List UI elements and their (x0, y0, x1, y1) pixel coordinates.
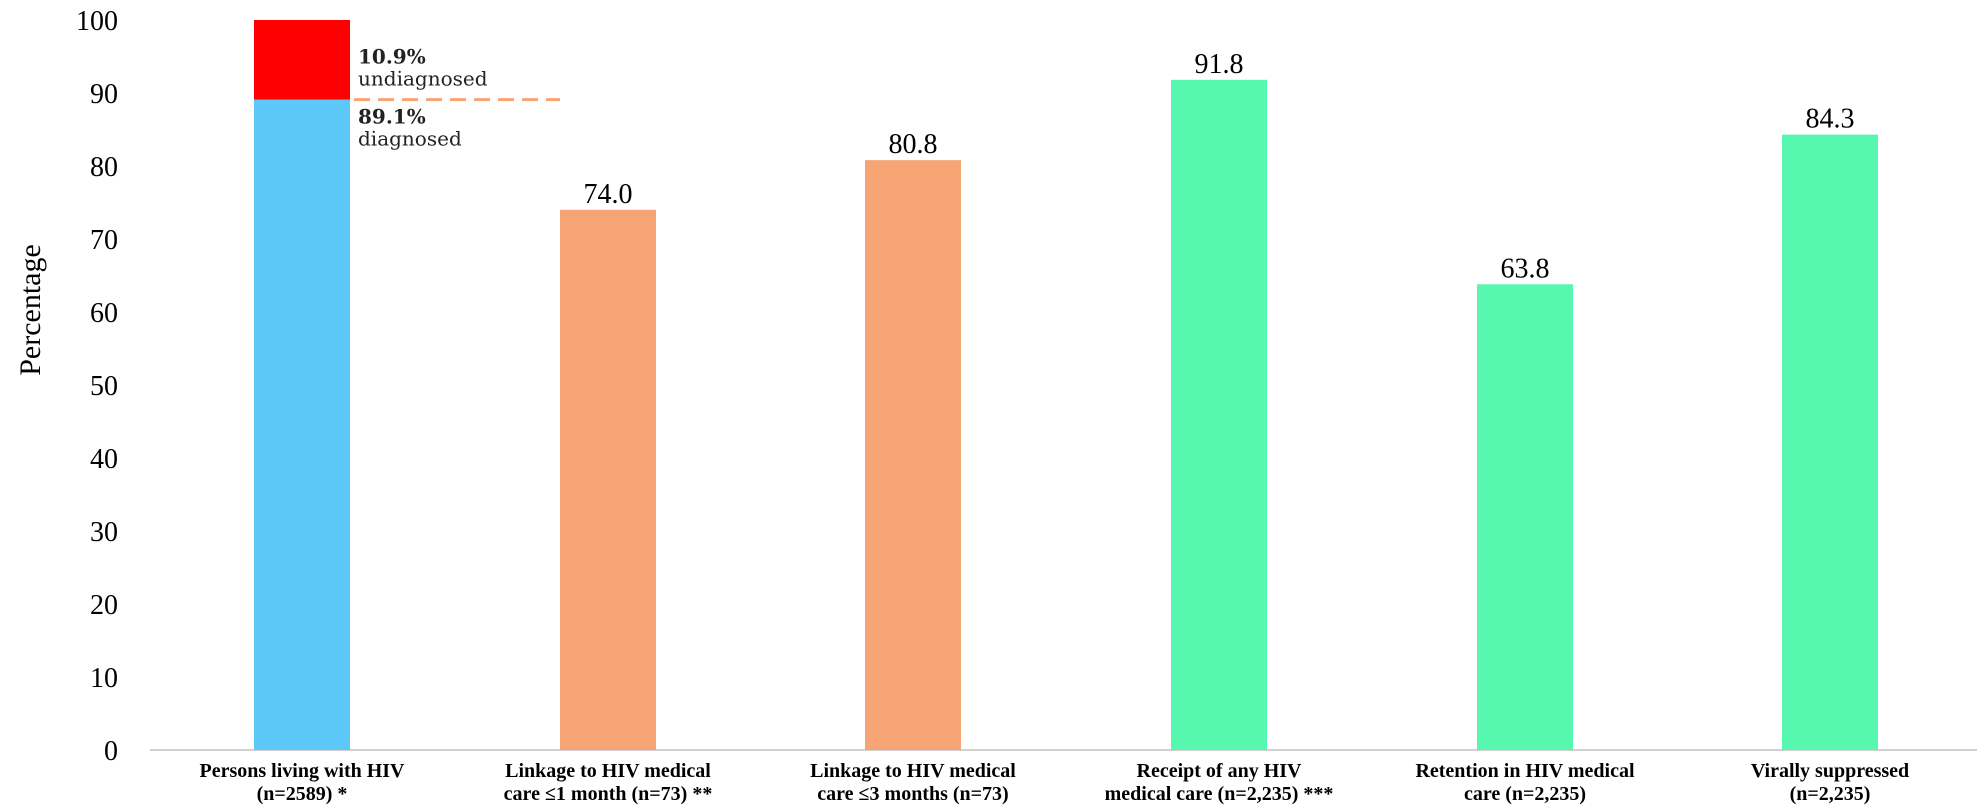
bar (560, 209, 656, 751)
y-tick-label: 0 (104, 736, 118, 767)
y-tick-label: 40 (90, 444, 118, 475)
bar-diagnosed (254, 99, 350, 750)
diagnosed-pct-label: 89.1% (358, 105, 426, 129)
category-label: medical care (n=2,235) *** (1105, 783, 1334, 805)
y-axis-ticks: 0 10 20 30 40 50 60 70 80 90 100 (76, 6, 118, 767)
bar-value-label: 84.3 (1806, 104, 1855, 135)
category-label: care (n=2,235) (1464, 783, 1586, 805)
bar (1782, 134, 1878, 751)
bar (1171, 79, 1267, 751)
bar (865, 160, 961, 750)
y-tick-label: 60 (90, 298, 118, 329)
bar-value-label: 63.8 (1501, 253, 1550, 284)
category-label: Linkage to HIV medical (505, 760, 711, 782)
category-label: Virally suppressed (1751, 760, 1909, 782)
y-tick-label: 100 (76, 6, 118, 37)
undiagnosed-pct-label: 10.9% (358, 45, 426, 69)
y-tick-label: 30 (90, 517, 118, 548)
category-label: (n=2,235) (1790, 783, 1871, 805)
y-tick-label: 90 (90, 79, 118, 110)
y-tick-label: 70 (90, 225, 118, 256)
diagnosed-text-label: diagnosed (358, 127, 462, 151)
y-tick-label: 50 (90, 371, 118, 402)
undiagnosed-text-label: undiagnosed (358, 67, 488, 91)
bar-value-label: 91.8 (1195, 49, 1244, 80)
bar-undiagnosed (254, 20, 350, 100)
bars-group: 10.9%undiagnosed 89.1%diagnosed 74.0 80.8 91… (254, 20, 1878, 751)
category-label: Persons living with HIV (199, 760, 405, 782)
category-label: care ≤3 months (n=73) (817, 783, 1008, 805)
y-tick-label: 20 (90, 590, 118, 621)
category-label: care ≤1 month (n=73) ** (504, 783, 713, 805)
y-axis-label: Percentage (14, 244, 47, 376)
y-tick-label: 80 (90, 152, 118, 183)
category-label: Retention in HIV medical (1415, 760, 1635, 782)
bar-value-label: 74.0 (584, 179, 633, 210)
category-label: (n=2589) * (257, 783, 348, 805)
category-label: Linkage to HIV medical (810, 760, 1016, 782)
y-tick-label: 10 (90, 663, 118, 694)
bar-value-label: 80.8 (889, 129, 938, 160)
category-label: Receipt of any HIV (1137, 760, 1303, 782)
category-labels: Persons living with HIV(n=2589) * Linkage… (199, 760, 1909, 805)
bar (1477, 284, 1573, 750)
